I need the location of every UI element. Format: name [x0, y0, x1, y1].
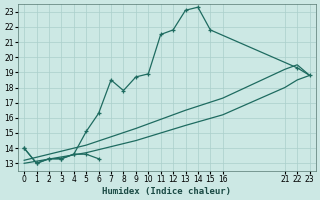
X-axis label: Humidex (Indice chaleur): Humidex (Indice chaleur) [102, 187, 231, 196]
